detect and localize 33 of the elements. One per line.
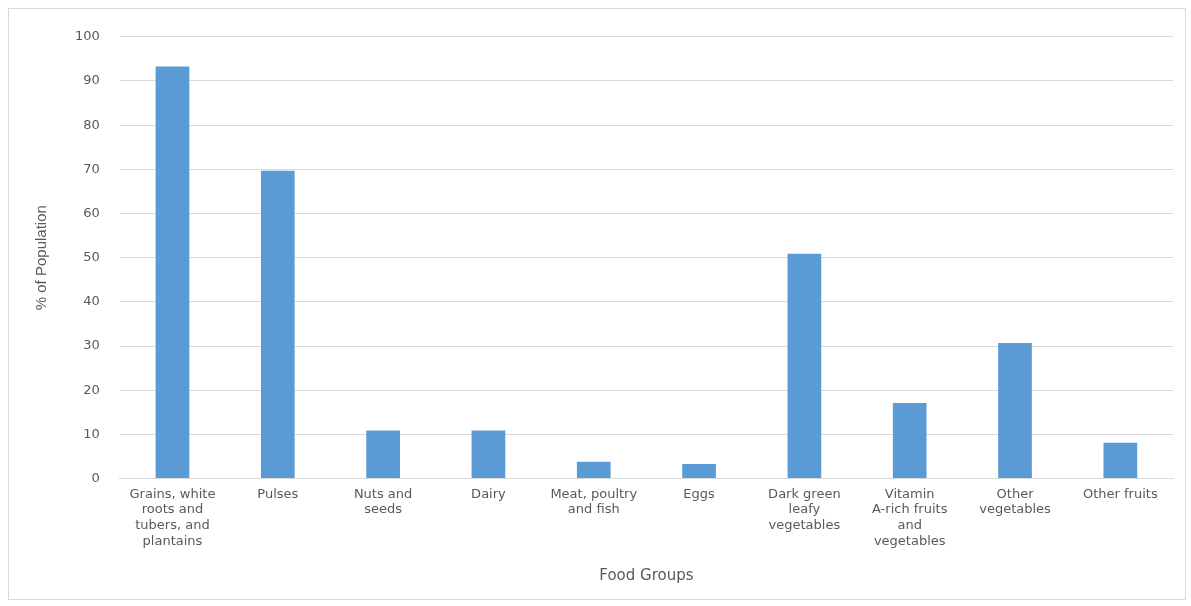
y-tick-label: 90 [83,72,100,88]
y-tick-label: 80 [83,116,100,132]
x-tick-label: Dairy [471,485,507,501]
y-tick-label: 30 [83,337,100,353]
x-tick-label: Nuts and seeds [353,485,413,517]
bar [260,170,295,479]
x-tick-label: Grains, white roots and tubers, and plantains [129,485,216,548]
x-tick-label: Vitamin A-rich fruits and vegetables [871,485,948,548]
y-tick-label: 0 [91,469,100,485]
x-tick-label: Meat, poultry and fish [550,485,638,517]
x-axis-title: Food Groups [599,565,694,584]
y-tick-label: 100 [74,28,100,44]
x-tick-label: Pulses [257,485,299,501]
bar [471,430,506,479]
x-tick-label: Eggs [683,485,716,501]
bar [366,430,400,479]
y-tick-label: 70 [83,160,100,176]
bar [787,253,822,479]
bar [155,66,190,479]
bar [576,461,611,479]
y-tick-label: 50 [83,249,100,265]
y-tick-label: 40 [83,293,100,309]
y-axis-title: % of Population [32,205,50,311]
y-tick-label: 20 [83,381,100,397]
x-tick-label: Other vegetables [979,485,1052,517]
bar [682,464,716,479]
y-tick-label: 10 [83,425,100,441]
bar [1103,442,1138,479]
x-tick-label: Other fruits [1083,485,1158,501]
bar [892,403,927,479]
x-tick-label: Dark green leafy vegetables [768,485,841,532]
bar [998,342,1032,479]
y-tick-label: 60 [83,204,100,220]
